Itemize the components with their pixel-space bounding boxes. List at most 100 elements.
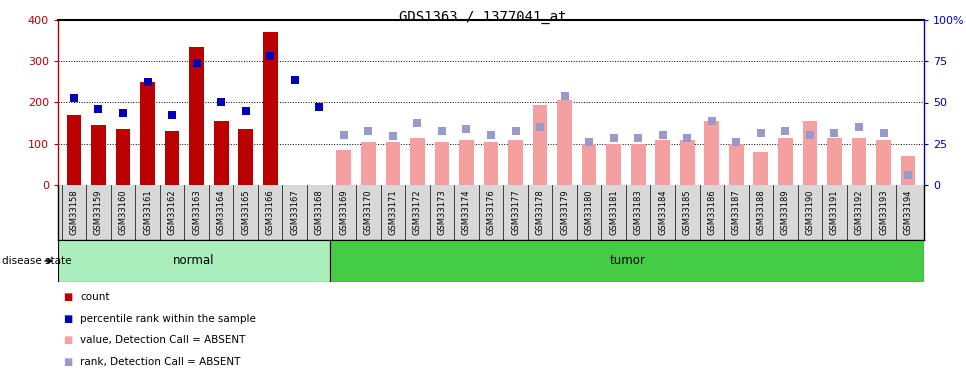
Point xyxy=(91,106,106,112)
Text: GSM33162: GSM33162 xyxy=(167,189,177,235)
Bar xyxy=(263,32,277,185)
Bar xyxy=(484,142,498,185)
Bar xyxy=(900,156,916,185)
Text: GSM33177: GSM33177 xyxy=(511,189,520,235)
Text: GSM33181: GSM33181 xyxy=(610,189,618,235)
Point xyxy=(556,93,572,99)
Text: GSM33168: GSM33168 xyxy=(315,189,324,235)
Point xyxy=(778,128,793,134)
Text: GSM33159: GSM33159 xyxy=(94,189,103,235)
Bar xyxy=(704,121,719,185)
Bar xyxy=(508,140,523,185)
Bar xyxy=(729,144,744,185)
Text: GSM33167: GSM33167 xyxy=(290,189,299,235)
Bar xyxy=(876,140,891,185)
Point xyxy=(483,132,498,138)
Bar xyxy=(189,47,204,185)
Bar xyxy=(67,115,81,185)
Point xyxy=(67,95,82,101)
Text: GSM33166: GSM33166 xyxy=(266,189,274,235)
Text: GSM33169: GSM33169 xyxy=(339,189,349,235)
Text: GSM33173: GSM33173 xyxy=(438,189,446,235)
Point xyxy=(532,124,548,130)
Point xyxy=(164,112,180,118)
Bar xyxy=(91,125,106,185)
Text: ■: ■ xyxy=(63,357,72,367)
Point xyxy=(238,108,253,114)
Text: GSM33161: GSM33161 xyxy=(143,189,152,235)
FancyBboxPatch shape xyxy=(330,240,924,282)
Text: GSM33188: GSM33188 xyxy=(756,189,765,235)
Point xyxy=(606,135,621,141)
Bar xyxy=(116,129,130,185)
Bar xyxy=(778,138,793,185)
Point xyxy=(753,130,769,136)
Text: GSM33192: GSM33192 xyxy=(855,189,864,235)
Point xyxy=(360,128,376,134)
Bar xyxy=(213,121,229,185)
Text: GDS1363 / 1377041_at: GDS1363 / 1377041_at xyxy=(399,10,567,24)
Text: value, Detection Call = ABSENT: value, Detection Call = ABSENT xyxy=(80,336,245,345)
Point xyxy=(631,135,646,141)
Point xyxy=(704,118,720,124)
Text: ■: ■ xyxy=(63,314,72,324)
Text: GSM33179: GSM33179 xyxy=(560,189,569,235)
Text: GSM33193: GSM33193 xyxy=(879,189,888,235)
Text: GSM33185: GSM33185 xyxy=(683,189,692,235)
Point xyxy=(655,132,670,138)
Point xyxy=(582,139,597,145)
Bar xyxy=(165,131,180,185)
Bar xyxy=(532,105,548,185)
Point xyxy=(434,128,449,134)
Point xyxy=(140,79,156,85)
Text: GSM33186: GSM33186 xyxy=(707,189,717,235)
Bar xyxy=(631,144,645,185)
Text: GSM33183: GSM33183 xyxy=(634,189,642,235)
Point xyxy=(900,172,916,178)
Bar xyxy=(361,142,376,185)
Text: percentile rank within the sample: percentile rank within the sample xyxy=(80,314,256,324)
Bar xyxy=(410,138,425,185)
Point xyxy=(336,132,352,138)
Text: GSM33165: GSM33165 xyxy=(242,189,250,235)
Point xyxy=(263,53,278,59)
Text: rank, Detection Call = ABSENT: rank, Detection Call = ABSENT xyxy=(80,357,241,367)
Text: GSM33174: GSM33174 xyxy=(462,189,471,235)
Text: GSM33170: GSM33170 xyxy=(364,189,373,235)
Text: GSM33172: GSM33172 xyxy=(412,189,422,235)
Text: ■: ■ xyxy=(63,292,72,302)
Point xyxy=(851,124,867,130)
Point xyxy=(459,126,474,132)
Text: GSM33160: GSM33160 xyxy=(119,189,128,235)
Bar xyxy=(680,140,695,185)
FancyBboxPatch shape xyxy=(58,240,330,282)
Text: GSM33163: GSM33163 xyxy=(192,189,201,235)
Point xyxy=(827,130,842,136)
Point xyxy=(802,132,817,138)
Bar xyxy=(803,121,817,185)
Bar xyxy=(459,140,474,185)
Point xyxy=(385,134,401,140)
Bar xyxy=(336,150,352,185)
Bar xyxy=(582,144,596,185)
Point xyxy=(508,128,524,134)
Text: GSM33191: GSM33191 xyxy=(830,189,838,235)
Text: GSM33190: GSM33190 xyxy=(806,189,814,235)
Text: GSM33171: GSM33171 xyxy=(388,189,397,235)
Point xyxy=(728,139,744,145)
Bar xyxy=(753,152,768,185)
Point xyxy=(876,130,892,136)
Text: normal: normal xyxy=(173,255,214,267)
Text: GSM33178: GSM33178 xyxy=(535,189,545,235)
Point xyxy=(189,60,205,66)
Text: count: count xyxy=(80,292,110,302)
Text: GSM33184: GSM33184 xyxy=(658,189,668,235)
Bar xyxy=(140,82,155,185)
Bar xyxy=(239,129,253,185)
Text: GSM33194: GSM33194 xyxy=(903,189,913,235)
Text: GSM33187: GSM33187 xyxy=(732,189,741,235)
Text: ■: ■ xyxy=(63,336,72,345)
Bar xyxy=(607,144,621,185)
Text: tumor: tumor xyxy=(610,255,645,267)
Text: GSM33189: GSM33189 xyxy=(781,189,790,235)
